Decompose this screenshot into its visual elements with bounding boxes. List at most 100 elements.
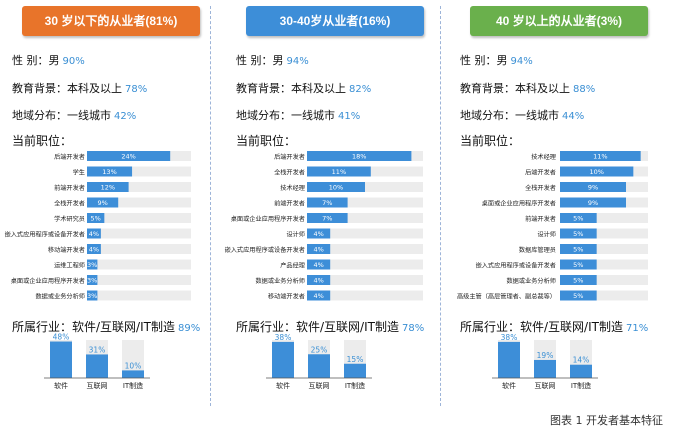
position-bar: [560, 244, 597, 254]
gender-label: 性 别：: [460, 54, 497, 67]
industry-category-label: 互联网: [87, 381, 108, 390]
position-value-label: 9%: [588, 199, 598, 207]
position-bar: [307, 213, 348, 223]
industry-label: 所属行业：: [12, 320, 73, 334]
bar-track: [307, 244, 423, 254]
bar-track: [560, 213, 648, 223]
bar-track: [307, 228, 423, 239]
position-value-label: 10%: [329, 184, 343, 192]
position-bar: [87, 166, 133, 177]
position-label: 嵌入式应用程序或设备开发者: [476, 262, 556, 270]
position-label: 后端开发者: [54, 153, 85, 161]
position-value-label: 11%: [593, 153, 607, 161]
industry-bar: [122, 370, 144, 378]
position-label: 全栈开发者: [274, 169, 305, 177]
panel-30-40: 30-40岁从业者(16%) 性 别：男 94% 教育背景：本科及以上 82% 地域…: [224, 0, 448, 400]
region-value: 一线城市: [515, 109, 559, 122]
industry-value-label: 15%: [347, 355, 364, 364]
industry-bar-chart: 38% 软件 25% 互联网 15% IT制造: [266, 333, 372, 390]
position-label: 桌面或企业应用程序开发者: [11, 277, 85, 285]
bar-track: [307, 213, 423, 223]
industry-value-label: 25%: [311, 345, 328, 354]
education-value: 本科及以上: [291, 82, 346, 95]
industry-category-label: 软件: [54, 381, 68, 390]
industry-category-label: 软件: [502, 381, 516, 390]
industry-label: 所属行业：: [460, 320, 521, 334]
position-value-label: 4%: [89, 230, 99, 238]
bar-track: [87, 275, 191, 285]
position-heading: 当前职位：: [460, 134, 521, 148]
position-value-label: 24%: [121, 153, 135, 161]
position-label: 全栈开发者: [54, 200, 85, 208]
position-value-label: 5%: [573, 230, 583, 238]
bar-track: [307, 275, 423, 285]
industry-category-label: IT制造: [345, 381, 365, 390]
position-bar: [87, 213, 105, 223]
position-value-label: 3%: [87, 277, 97, 285]
industry-category-label: 互联网: [309, 381, 330, 390]
position-label: 桌面或企业应用程序开发者: [482, 200, 556, 208]
industry-bar: [86, 354, 108, 378]
bar-track: [560, 275, 648, 285]
position-label: 后端开发者: [274, 153, 305, 161]
position-label: 运维工程师: [54, 262, 85, 270]
industry-category-label: IT制造: [571, 381, 591, 390]
industry-stat: 所属行业：软件/互联网/IT制造 78%: [236, 318, 424, 335]
position-label: 移动端开发者: [48, 246, 85, 254]
gender-pct: 94%: [510, 56, 533, 67]
position-label: 学术研究员: [54, 215, 85, 223]
position-label: 前端开发者: [274, 200, 305, 208]
position-value-label: 4%: [313, 292, 323, 300]
industry-bar: [570, 364, 592, 378]
gender-value: 男: [48, 54, 60, 67]
bar-track: [87, 259, 191, 270]
position-bar: [87, 228, 101, 239]
position-bar: [307, 182, 365, 192]
position-bar: [307, 228, 331, 239]
position-bar: [307, 275, 331, 285]
industry-value: 软件/互联网/IT制造: [520, 320, 623, 334]
education-label: 教育背景：: [236, 82, 291, 95]
position-label: 后端开发者: [525, 169, 556, 177]
position-value-label: 3%: [87, 292, 97, 300]
position-bar: [560, 197, 626, 208]
position-bar: [87, 244, 101, 254]
position-value-label: 10%: [589, 168, 603, 176]
position-bar: [560, 228, 597, 239]
bar-track: [87, 197, 191, 208]
gender-pct: 90%: [62, 56, 85, 67]
education-stat: 教育背景：本科及以上 82%: [236, 80, 371, 96]
position-label: 数据库管理员: [519, 246, 556, 254]
bar-track: [307, 290, 423, 301]
region-pct: 42%: [114, 111, 137, 122]
position-bar: [560, 275, 597, 285]
education-stat: 教育背景：本科及以上 88%: [460, 80, 595, 96]
industry-bar-chart: 48% 软件 31% 互联网 10% IT制造: [44, 333, 150, 390]
region-value: 一线城市: [67, 109, 111, 122]
position-heading: 当前职位：: [236, 134, 297, 148]
position-value-label: 7%: [322, 199, 332, 207]
position-bar: [560, 290, 597, 301]
gender-value: 男: [496, 54, 508, 67]
region-pct: 44%: [562, 111, 585, 122]
position-value-label: 4%: [313, 277, 323, 285]
position-bar: [560, 259, 597, 270]
industry-category-label: 软件: [276, 381, 290, 390]
position-label: 产品经理: [280, 262, 305, 270]
position-bar-chart: 后端开发者 18% 全栈开发者 11% 技术经理 10% 前端开发者 7% 桌面或企业应用程序开…: [225, 151, 423, 301]
bar-track: [87, 182, 191, 192]
bar-track: [87, 166, 191, 177]
region-label: 地域分布：: [12, 109, 67, 122]
position-value-label: 18%: [352, 153, 366, 161]
industry-value-label: 48%: [53, 333, 70, 342]
position-label: 数据或业务分析师: [507, 277, 557, 285]
position-bar: [307, 290, 331, 301]
bar-track: [87, 244, 191, 254]
position-bar: [87, 259, 98, 270]
panel-under-30: 30 岁以下的从业者(81%) 性 别：男 90% 教育背景：本科及以上 78% 地…: [0, 0, 224, 400]
position-bar: [87, 197, 119, 208]
position-bar: [307, 151, 412, 161]
education-stat: 教育背景：本科及以上 78%: [12, 80, 147, 96]
region-label: 地域分布：: [460, 109, 515, 122]
position-label: 嵌入式应用程序或设备开发者: [225, 246, 305, 254]
